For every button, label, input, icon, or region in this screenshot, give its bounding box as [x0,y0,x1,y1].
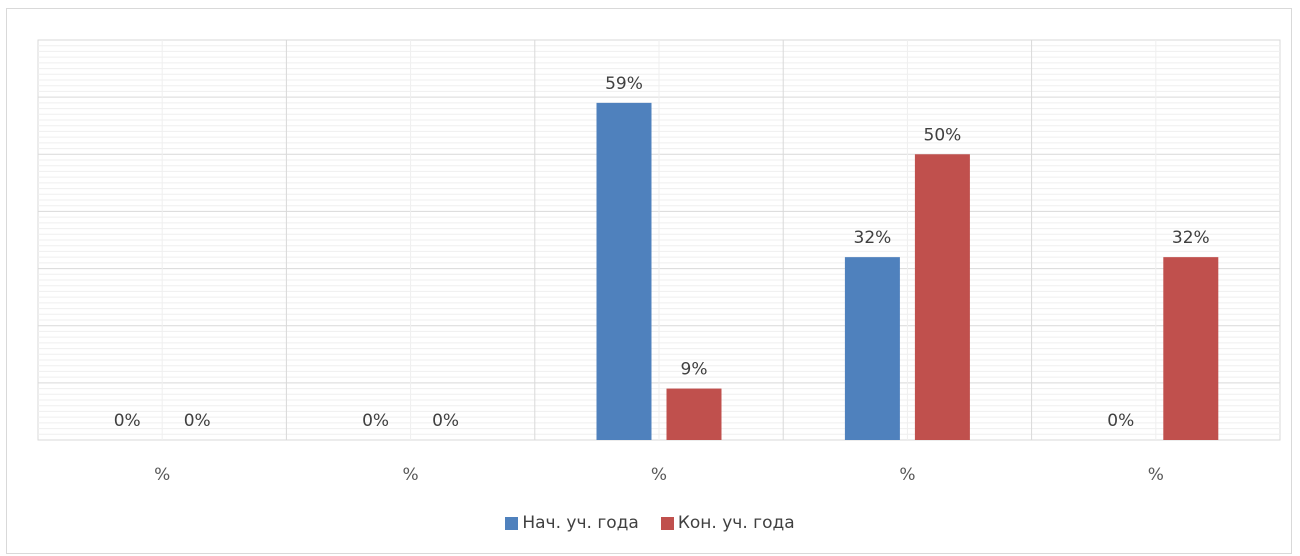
data-label-start-0: 0% [114,411,141,431]
legend-label-end: Кон. уч. года [677,513,795,533]
data-label-end-3: 50% [924,125,962,145]
chart-legend: Нач. уч. года Кон. уч. года [0,508,1300,538]
x-tick-label-2: % [651,465,667,485]
data-label-start-3: 32% [854,228,892,248]
data-label-end-1: 0% [432,411,459,431]
legend-item-start: Нач. уч. года [505,513,639,533]
data-label-end-2: 9% [681,360,708,380]
data-label-end-4: 32% [1172,228,1210,248]
bar-end-2 [666,388,722,440]
bar-end-4 [1163,257,1219,440]
bar-start-2 [596,102,652,440]
legend-swatch-start [505,516,519,530]
data-label-start-4: 0% [1107,411,1134,431]
x-tick-label-4: % [1148,465,1164,485]
bar-end-3 [914,154,970,441]
data-label-start-1: 0% [362,411,389,431]
legend-label-start: Нач. уч. года [522,513,639,533]
x-tick-label-0: % [154,465,170,485]
bar-start-3 [844,257,900,440]
legend-swatch-end [660,516,674,530]
data-label-end-0: 0% [184,411,211,431]
x-tick-label-3: % [899,465,915,485]
data-label-start-2: 59% [605,74,643,94]
x-tick-label-1: % [403,465,419,485]
legend-item-end: Кон. уч. года [660,513,795,533]
